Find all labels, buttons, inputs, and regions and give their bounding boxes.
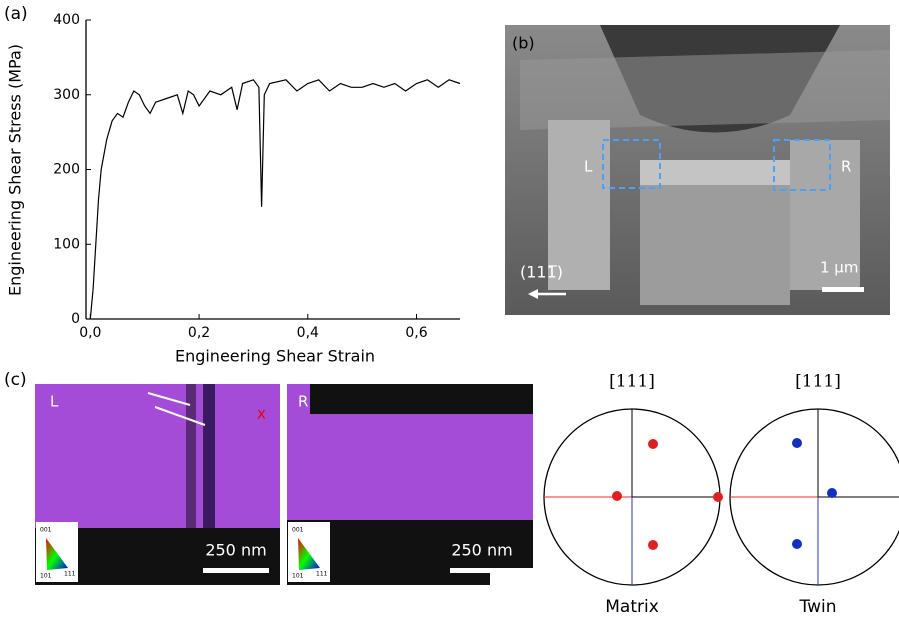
key-label: 111 bbox=[64, 571, 76, 578]
pole bbox=[827, 488, 837, 498]
trench bbox=[520, 50, 890, 130]
panel-label: (c) bbox=[4, 370, 27, 390]
stress-strain-chart: (a) Engineering Shear Stress (MPa) Engin… bbox=[4, 4, 460, 366]
marker: x bbox=[257, 405, 266, 423]
pole-header: [111] bbox=[609, 372, 655, 392]
pole bbox=[648, 540, 658, 550]
x-tick-label: 0,4 bbox=[297, 325, 319, 341]
sem-panel: (b) L R 1 µm (111̅) bbox=[505, 25, 890, 315]
stress-curve bbox=[90, 80, 460, 319]
panel-label: (b) bbox=[512, 34, 535, 53]
x-tick-label: 0,2 bbox=[188, 325, 210, 341]
y-tick-label: 400 bbox=[53, 12, 80, 28]
pole-caption: Matrix bbox=[605, 597, 659, 617]
scale-text: 250 nm bbox=[205, 541, 266, 560]
y-tick-label: 300 bbox=[53, 87, 80, 103]
ebsd-panel: (c) L x 250 nm R 250 nm 001 101 111 001 … bbox=[4, 370, 533, 585]
key-label: 111 bbox=[316, 571, 328, 578]
key-label: 101 bbox=[40, 573, 52, 580]
twin-band bbox=[203, 384, 215, 528]
x-axis-label: Engineering Shear Strain bbox=[175, 347, 375, 366]
x-tick-label: 0,6 bbox=[405, 325, 427, 341]
map-label: R bbox=[298, 393, 308, 411]
pole-header: [111] bbox=[795, 372, 841, 392]
scale-bar bbox=[203, 568, 269, 573]
ebsd-top bbox=[310, 384, 533, 414]
y-tick-label: 100 bbox=[53, 236, 80, 252]
direction-label: (111̅) bbox=[520, 263, 563, 282]
pole bbox=[713, 492, 723, 502]
y-tick-label: 200 bbox=[53, 162, 80, 178]
y-axis-label: Engineering Shear Stress (MPa) bbox=[6, 44, 25, 296]
map-label: L bbox=[50, 393, 59, 411]
pole bbox=[792, 539, 802, 549]
pole bbox=[792, 438, 802, 448]
pole-caption: Twin bbox=[799, 597, 837, 617]
key-label: 001 bbox=[40, 527, 52, 534]
key-label: 001 bbox=[292, 527, 304, 534]
scale-bar bbox=[450, 568, 516, 573]
block-top bbox=[640, 160, 790, 185]
pole bbox=[648, 439, 658, 449]
label: L bbox=[584, 158, 593, 176]
panel-label: (a) bbox=[4, 4, 28, 24]
scale-bar bbox=[822, 287, 864, 292]
scale-text: 250 nm bbox=[451, 541, 512, 560]
key-label: 101 bbox=[292, 573, 304, 580]
band bbox=[186, 384, 196, 528]
label: R bbox=[841, 158, 851, 176]
pole bbox=[612, 491, 622, 501]
scale-text: 1 µm bbox=[820, 259, 858, 277]
pole-figures: [111] Matrix [111] Twin bbox=[544, 372, 899, 618]
x-tick-label: 0,0 bbox=[79, 325, 101, 341]
figure: (a) Engineering Shear Stress (MPa) Engin… bbox=[0, 0, 899, 618]
